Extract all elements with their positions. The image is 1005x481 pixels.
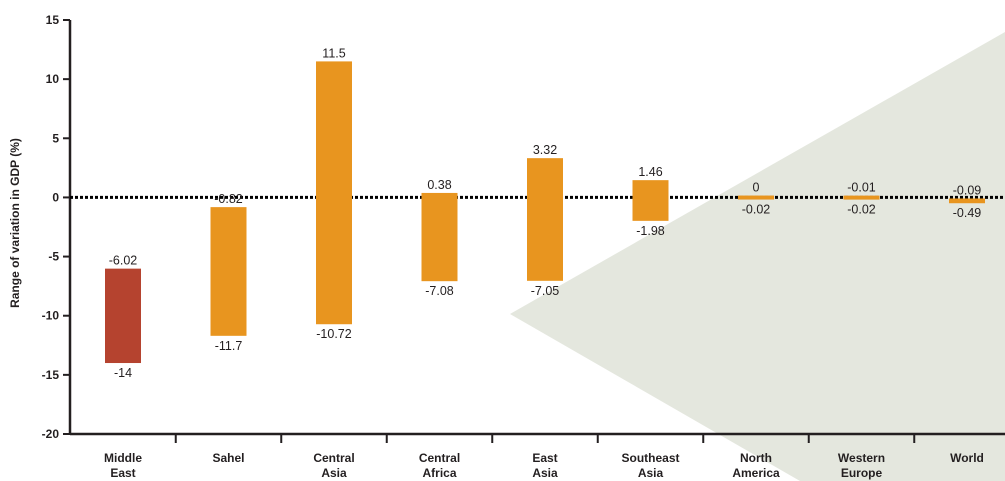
category-label: Western Europe xyxy=(838,451,885,480)
data-label-low: -7.05 xyxy=(531,284,560,298)
data-label-low: -11.7 xyxy=(215,339,243,353)
category-label: Southeast Asia xyxy=(621,451,679,480)
y-tick-label: -20 xyxy=(42,427,60,441)
y-tick-label: 0 xyxy=(52,190,59,204)
range-bar xyxy=(527,158,563,281)
axes: 15 10 5 0 -5 -10 -15 -20 xyxy=(42,13,1005,443)
data-label-low: -0.02 xyxy=(847,203,876,217)
data-label-high: 11.5 xyxy=(322,46,345,60)
data-label-low: -14 xyxy=(114,366,132,380)
data-label-low: -10.72 xyxy=(316,327,351,341)
data-label-low: -0.02 xyxy=(742,203,771,217)
data-label-high: -0.09 xyxy=(953,183,982,197)
range-bar xyxy=(738,195,774,200)
range-bar xyxy=(421,192,458,282)
y-tick-label: 5 xyxy=(52,131,59,145)
data-label-high: 3.32 xyxy=(533,143,557,157)
range-bar xyxy=(210,207,247,336)
bars xyxy=(105,61,985,364)
category-label: Central Asia xyxy=(313,451,354,480)
y-axis-label: Range of variation in GDP (%) xyxy=(8,138,22,308)
data-label-high: 0.38 xyxy=(427,178,451,192)
category-label: East Asia xyxy=(532,451,558,480)
category-label: North America xyxy=(732,451,780,480)
data-label-high: 0 xyxy=(753,181,760,195)
category-label: World xyxy=(950,451,984,465)
data-label-low: -7.08 xyxy=(425,284,454,298)
data-label-low: -0.49 xyxy=(953,206,982,220)
range-bar xyxy=(316,61,352,325)
category-label: Central Africa xyxy=(419,451,460,480)
category-label: Middle East xyxy=(104,451,142,480)
y-tick-label: 10 xyxy=(46,72,60,86)
y-tick-label: 15 xyxy=(46,13,60,27)
data-label-high: -6.02 xyxy=(109,254,138,268)
data-label-high: -0.82 xyxy=(214,192,243,206)
range-bar xyxy=(105,268,141,364)
range-bar xyxy=(632,180,669,221)
range-bar xyxy=(949,198,985,204)
category-labels: Middle East Sahel Central Asia Central Africa E… xyxy=(104,451,984,480)
data-label-high: 1.46 xyxy=(638,165,662,179)
data-labels: -6.02 -14 -0.82 -11.7 11.5 -10.72 0.38 -7.08 3.3… xyxy=(109,46,982,380)
data-label-high: -0.01 xyxy=(847,181,876,195)
y-tick-label: -10 xyxy=(42,309,60,323)
category-label: Sahel xyxy=(212,451,244,465)
y-tick-label: -5 xyxy=(48,250,59,264)
background-triangle xyxy=(510,32,1005,481)
range-bar xyxy=(843,195,880,200)
data-label-low: -1.98 xyxy=(636,224,665,238)
y-tick-label: -15 xyxy=(42,368,60,382)
